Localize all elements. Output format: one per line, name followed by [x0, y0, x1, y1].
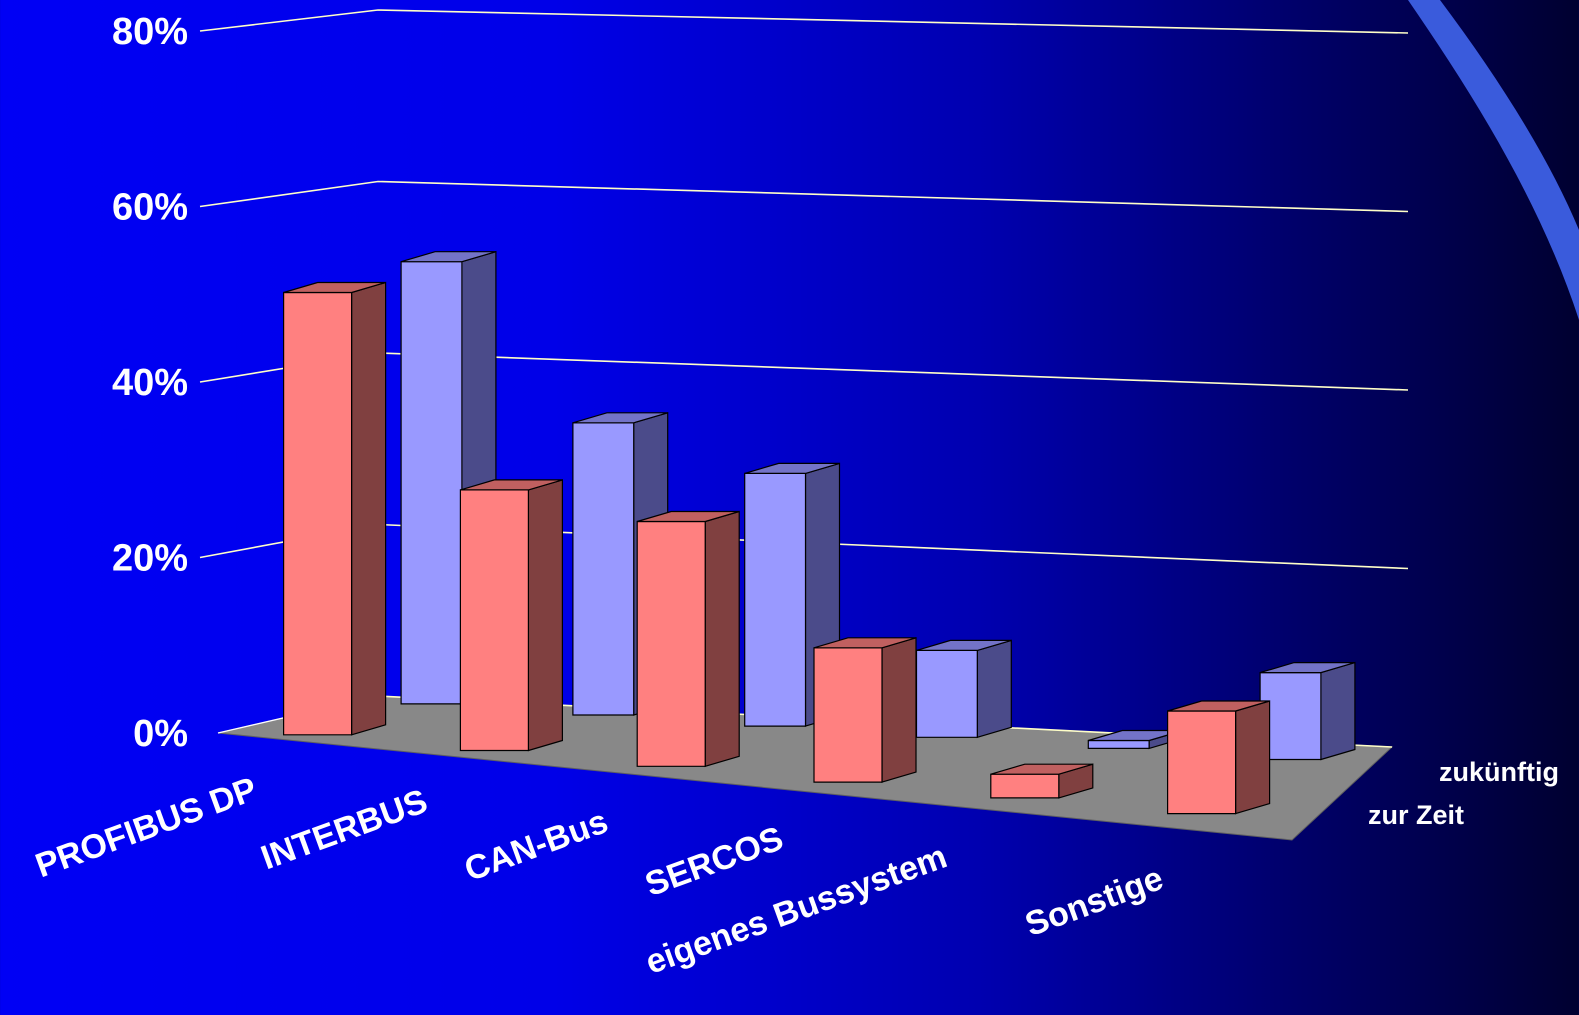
bar-top [990, 763, 1093, 775]
gridline [199, 9, 1409, 34]
bar-front [915, 649, 978, 738]
bar-top [1167, 700, 1270, 712]
bar-side [704, 510, 740, 768]
y-tick-label: 20% [112, 538, 188, 580]
y-tick-label: 80% [112, 11, 188, 53]
bar-top [400, 251, 497, 263]
bars [283, 250, 1356, 815]
bar-zur-Zeit-5 [1166, 700, 1271, 815]
gridline [199, 180, 1409, 213]
x-category-label: PROFIBUS DP [31, 770, 262, 885]
bar-front [1166, 710, 1237, 815]
bar-top [1259, 661, 1356, 674]
bar-front [813, 647, 883, 783]
bar-front [744, 472, 807, 727]
bar-top [460, 479, 563, 491]
bar-side [976, 639, 1012, 739]
bar-top [637, 510, 740, 523]
bar-side [1320, 661, 1356, 761]
x-category-label: INTERBUS [256, 782, 432, 877]
y-axis-labels: 0% 20% 40% 60% 80% [112, 11, 188, 755]
bar-top [916, 639, 1012, 652]
bar-side [1234, 700, 1271, 815]
bar-front [283, 291, 353, 736]
bar-zur-Zeit-3 [813, 636, 917, 783]
bar-zukünftig-0 [400, 250, 497, 705]
bar-front [990, 773, 1060, 799]
x-category-label: SERCOS [640, 819, 788, 904]
legend: zukünftig zur Zeit [1368, 757, 1559, 830]
bar-top [572, 412, 668, 424]
bar-side [351, 281, 387, 736]
bar-top [813, 637, 917, 649]
x-category-label: Sonstige [1020, 859, 1168, 944]
legend-item: zukünftig [1439, 757, 1559, 787]
x-category-label: CAN-Bus [460, 802, 613, 889]
bar-side [881, 636, 917, 783]
bar-zur-Zeit-4 [990, 763, 1094, 799]
y-tick-label: 60% [112, 187, 188, 229]
bar-front [459, 489, 530, 752]
bar-zur-Zeit-2 [636, 510, 740, 768]
bar-top [744, 462, 840, 474]
bar-zur-Zeit-1 [459, 479, 564, 752]
bar-side [527, 479, 564, 752]
legend-item: zur Zeit [1368, 800, 1464, 830]
bar-zur-Zeit-0 [283, 281, 387, 736]
bar-zukünftig-3 [915, 639, 1012, 739]
bar-front [1087, 739, 1150, 750]
bar-front [400, 261, 463, 705]
bar-front [636, 520, 706, 767]
swoosh-shape [1408, 0, 1579, 320]
bar-zukünftig-5 [1259, 661, 1356, 761]
bar-top [283, 281, 386, 294]
background-swoosh [1408, 0, 1579, 320]
y-tick-label: 40% [112, 362, 188, 404]
bar-front [572, 422, 635, 716]
y-tick-label: 0% [133, 713, 188, 755]
